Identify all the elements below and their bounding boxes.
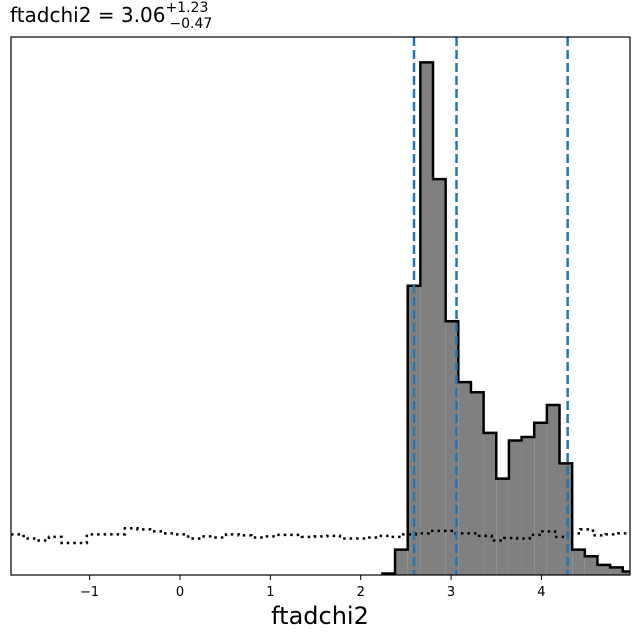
x-tick-label: 0 — [176, 585, 184, 600]
prior-histogram-line — [11, 527, 630, 545]
plot-area — [11, 37, 630, 575]
histogram-bar — [534, 422, 547, 575]
histogram-bar — [395, 549, 408, 575]
histogram-bar — [546, 404, 560, 575]
histogram-bar — [584, 556, 598, 575]
histogram-bar — [483, 432, 497, 575]
x-axis-title: ftadchi2 — [271, 602, 369, 630]
title-upper-error: +1.23 — [165, 0, 208, 16]
histogram-bar — [470, 392, 484, 575]
histogram-bar — [496, 478, 509, 575]
title-value: 3.06 — [121, 3, 166, 27]
title-param: ftadchi2 — [10, 3, 91, 27]
histogram-bar — [521, 436, 535, 575]
histogram-bar — [622, 571, 630, 575]
histogram-bar — [508, 440, 522, 575]
histogram-bar — [597, 564, 611, 575]
histogram-bar — [433, 179, 446, 575]
histogram-bar — [610, 567, 623, 575]
histogram-bar — [572, 549, 585, 575]
title-lower-error: −0.47 — [169, 16, 212, 32]
chart-title: ftadchi2 = 3.06+1.23 −0.47 — [10, 0, 212, 32]
histogram-bar — [445, 321, 459, 575]
histogram-bar — [559, 463, 573, 575]
x-tick-label: 2 — [357, 585, 365, 600]
histogram-bar — [458, 382, 471, 575]
x-tick-label: −1 — [80, 585, 99, 600]
x-tick-label: 1 — [266, 585, 274, 600]
histogram-outline — [381, 61, 630, 575]
x-tick-label: 4 — [537, 585, 545, 600]
plot-frame — [10, 36, 631, 576]
histogram-bar — [420, 62, 434, 575]
x-axis-ticks: −1 0 1 2 3 4 — [80, 575, 546, 600]
x-tick-label: 3 — [447, 585, 455, 600]
